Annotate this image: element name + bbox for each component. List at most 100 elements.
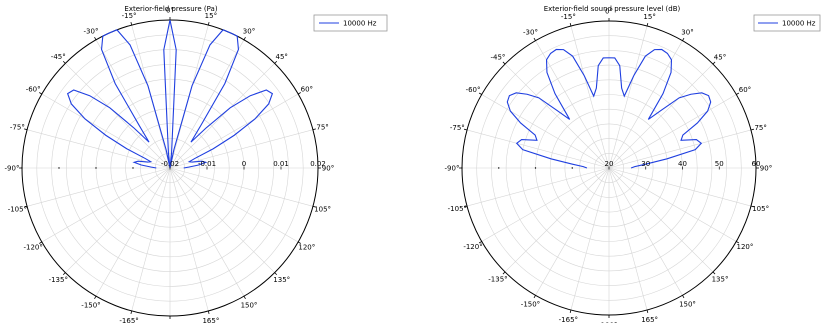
grid-spoke bbox=[608, 63, 714, 169]
angle-tick bbox=[312, 205, 316, 208]
angle-label: 15° bbox=[205, 12, 217, 20]
spl-polar-chart: Exterior-field sound pressure level (dB)… bbox=[445, 5, 821, 323]
angle-label: 105° bbox=[752, 205, 769, 213]
grid-spoke bbox=[608, 167, 737, 242]
angle-tick bbox=[24, 128, 28, 131]
grid-spoke bbox=[608, 129, 752, 169]
axis-dot bbox=[95, 167, 97, 169]
angle-tick bbox=[312, 128, 316, 131]
angle-label: -135° bbox=[49, 276, 68, 284]
grid-spoke bbox=[570, 167, 610, 311]
angle-label: 15° bbox=[643, 13, 655, 21]
radial-tick-label: 0.01 bbox=[273, 160, 289, 168]
angle-tick bbox=[750, 128, 754, 131]
legend-box bbox=[753, 14, 821, 32]
radial-tick-label: 30 bbox=[641, 160, 650, 168]
angle-label: -150° bbox=[521, 300, 540, 308]
angle-label: -60° bbox=[466, 86, 481, 94]
angle-label: 180° bbox=[601, 322, 618, 323]
angle-label: -75° bbox=[450, 124, 465, 132]
grid-spoke bbox=[131, 167, 171, 312]
legend: 10000 Hz bbox=[753, 14, 821, 32]
angle-tick bbox=[750, 205, 754, 208]
axis-dot bbox=[21, 167, 23, 169]
axis-dot bbox=[461, 167, 463, 169]
angle-label: -45° bbox=[51, 53, 66, 61]
radial-tick-label: 50 bbox=[715, 160, 724, 168]
angle-tick bbox=[502, 61, 506, 65]
angle-tick bbox=[569, 23, 572, 27]
angle-tick bbox=[243, 295, 246, 299]
angle-tick bbox=[94, 37, 97, 41]
angle-tick bbox=[39, 92, 43, 95]
angle-label: 60° bbox=[301, 86, 313, 94]
radial-tick-label: -0.01 bbox=[198, 160, 216, 168]
angle-tick bbox=[243, 37, 246, 41]
angle-tick bbox=[464, 205, 468, 208]
legend-label: 10000 Hz bbox=[343, 20, 377, 28]
angle-label: -75° bbox=[10, 124, 25, 132]
angle-tick bbox=[297, 241, 301, 244]
grid-spoke bbox=[169, 167, 275, 273]
angle-label: 30° bbox=[243, 28, 255, 36]
angle-label: -30° bbox=[523, 29, 538, 37]
angle-label: 90° bbox=[322, 165, 334, 173]
angle-label: -120° bbox=[463, 243, 482, 251]
angle-label: 75° bbox=[754, 124, 766, 132]
axis-dot bbox=[58, 167, 60, 169]
grid-spoke bbox=[481, 94, 610, 169]
chart-title: Exterior-field sound pressure level (dB) bbox=[544, 5, 681, 13]
angle-label: 135° bbox=[273, 276, 290, 284]
radial-tick-label: 0.02 bbox=[310, 160, 326, 168]
angle-tick bbox=[62, 272, 66, 276]
grid-spoke bbox=[608, 25, 648, 169]
grid-spoke bbox=[95, 167, 171, 297]
radial-tick-label: 0 bbox=[242, 160, 246, 168]
grid-spoke bbox=[26, 167, 171, 207]
grid-spoke bbox=[570, 25, 610, 169]
angle-label: 165° bbox=[202, 317, 219, 323]
angle-tick bbox=[646, 23, 649, 27]
angle-tick bbox=[207, 310, 210, 314]
angle-label: 135° bbox=[712, 276, 729, 284]
grid-spoke bbox=[169, 39, 245, 169]
grid-spoke bbox=[608, 167, 648, 311]
angle-label: -105° bbox=[448, 205, 467, 213]
angle-label: -105° bbox=[8, 205, 27, 213]
grid-spoke bbox=[169, 93, 299, 169]
grid-spoke bbox=[466, 167, 610, 207]
radial-tick-label: -0.02 bbox=[161, 160, 179, 168]
series-line bbox=[66, 19, 274, 169]
angle-label: -90° bbox=[5, 165, 20, 173]
angle-label: -90° bbox=[445, 165, 460, 173]
grid-spoke bbox=[481, 167, 610, 242]
radial-tick-label: 60 bbox=[752, 160, 761, 168]
grid-spoke bbox=[95, 39, 171, 169]
grid-spoke bbox=[65, 63, 171, 169]
angle-label: -165° bbox=[559, 316, 578, 323]
grid-spoke bbox=[608, 94, 737, 169]
angle-tick bbox=[682, 37, 685, 41]
angle-label: -135° bbox=[488, 276, 507, 284]
angle-label: 75° bbox=[316, 124, 328, 132]
angle-label: -15° bbox=[122, 12, 137, 20]
grid-spoke bbox=[169, 167, 299, 243]
angle-label: -30° bbox=[84, 28, 99, 36]
pressure-polar-chart: Exterior-field pressure (Pa) 0° 15° 30° 45°… bbox=[5, 5, 388, 323]
grid-spoke bbox=[608, 167, 752, 207]
angle-label: -120° bbox=[23, 244, 42, 252]
angle-tick bbox=[712, 61, 716, 65]
radial-tick-label: 40 bbox=[678, 160, 687, 168]
angle-tick bbox=[646, 309, 649, 313]
angle-tick bbox=[478, 92, 482, 95]
angle-label: 0° bbox=[166, 7, 174, 15]
axis-dot bbox=[498, 167, 500, 169]
angle-label: 150° bbox=[679, 300, 696, 308]
angle-tick bbox=[569, 309, 572, 313]
angle-tick bbox=[736, 92, 740, 95]
angle-tick bbox=[682, 295, 685, 299]
legend: 10000 Hz bbox=[313, 14, 388, 32]
axis-dot bbox=[571, 167, 573, 169]
grid-spoke bbox=[535, 40, 610, 169]
